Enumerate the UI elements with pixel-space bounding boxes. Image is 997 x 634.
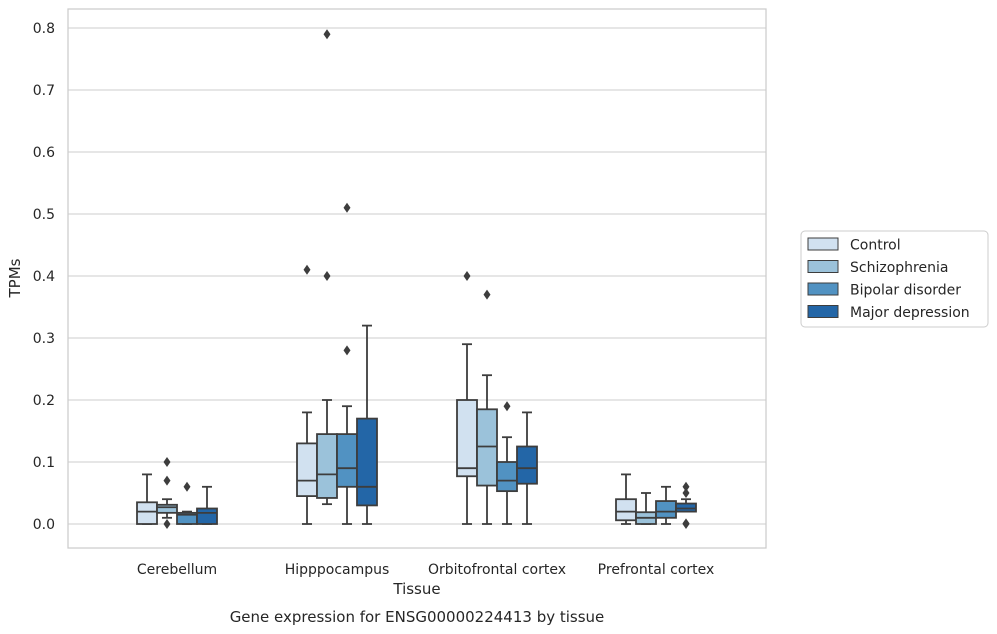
y-tick-label: 0.7: [33, 83, 55, 99]
box-group: [456, 271, 478, 525]
x-tick-label: Prefrontal cortex: [598, 562, 715, 578]
x-axis-label: Tissue: [392, 580, 440, 598]
box: [456, 399, 478, 478]
box: [615, 498, 637, 522]
x-tick-label: Orbitofrontal cortex: [428, 562, 566, 578]
box: [336, 433, 358, 488]
y-tick-label: 0.6: [33, 145, 55, 161]
legend-frame: [800, 230, 989, 328]
box: [136, 501, 158, 525]
chart-caption: Gene expression for ENSG00000224413 by t…: [230, 608, 605, 626]
y-tick-labels: 0.0 0.1 0.2 0.3 0.4 0.5 0.6 0.7 0.8: [33, 21, 55, 533]
outlier-point: [682, 488, 690, 498]
outlier-point: [163, 519, 171, 529]
y-tick-label: 0.3: [33, 331, 55, 347]
box: [316, 433, 338, 499]
outlier-point: [503, 401, 511, 412]
box-group: [176, 481, 198, 525]
box: [516, 445, 538, 485]
box-group: [196, 485, 218, 525]
box-group: [516, 411, 538, 525]
box-group: [476, 289, 498, 525]
legend-swatch: [807, 260, 839, 273]
box: [296, 442, 318, 497]
outlier-point: [163, 457, 171, 467]
y-tick-label: 0.5: [33, 207, 55, 223]
boxes-layer: [136, 29, 697, 529]
outlier-point: [463, 271, 471, 281]
plot-frame: [67, 8, 767, 549]
box: [496, 461, 518, 493]
legend-label: Control: [850, 238, 901, 254]
box: [476, 408, 498, 487]
outlier-point: [682, 519, 690, 529]
legend-swatch: [807, 305, 839, 318]
box: [196, 507, 218, 525]
legend-swatch: [807, 237, 839, 251]
y-tick-label: 0.1: [33, 455, 55, 471]
box: [655, 500, 677, 519]
box: [675, 502, 697, 513]
outlier-point: [682, 481, 690, 492]
box: [356, 417, 378, 507]
box-group: [296, 264, 318, 525]
x-tick-labels: Cerebellum Hipppocampus Orbitofrontal cort…: [137, 562, 714, 578]
y-axis-label: TPMs: [6, 258, 24, 298]
x-tick-label: Hipppocampus: [285, 562, 390, 578]
box-group: [156, 457, 178, 529]
legend: Control Schizophrenia Bipolar disorder Majo…: [800, 230, 989, 328]
plot-area: [68, 9, 766, 548]
outlier-point: [183, 481, 191, 492]
outlier-point: [323, 271, 331, 281]
outlier-point: [483, 289, 491, 300]
y-tick-label: 0.2: [33, 393, 55, 409]
x-tick-label: Cerebellum: [137, 562, 217, 578]
legend-swatch: [807, 282, 839, 296]
box-group: [615, 473, 637, 525]
outlier-point: [343, 345, 351, 356]
outlier-point: [323, 29, 331, 40]
y-tick-label: 0.0: [33, 517, 55, 533]
legend-label: Major depression: [850, 305, 970, 321]
legend-label: Bipolar disorder: [850, 283, 961, 299]
outlier-point: [163, 475, 171, 486]
box-group: [356, 324, 378, 525]
box: [156, 503, 178, 514]
outlier-point: [343, 202, 351, 213]
y-tick-label: 0.8: [33, 21, 55, 37]
outlier-point: [303, 264, 311, 275]
box-group: [136, 473, 158, 525]
box-group: [675, 481, 697, 529]
y-tick-label: 0.4: [33, 269, 55, 285]
legend-label: Schizophrenia: [850, 260, 948, 276]
